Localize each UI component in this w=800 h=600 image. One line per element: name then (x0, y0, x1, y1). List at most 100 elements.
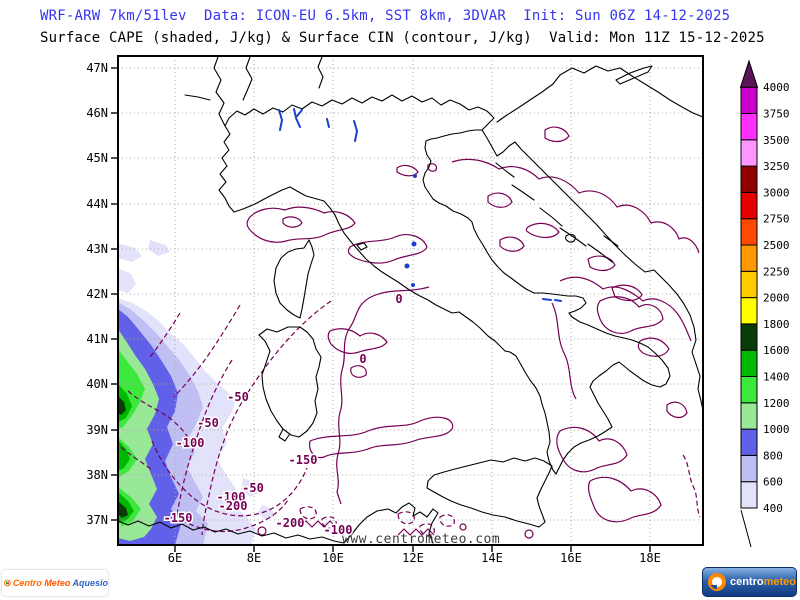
lake-balaton (615, 65, 653, 85)
colorbar-segment (740, 349, 758, 378)
model-title-line: WRF-ARW 7km/51lev Data: ICON-EU 6.5km, S… (40, 8, 731, 24)
lake-como (293, 108, 301, 128)
cin-contours-dashed (120, 300, 701, 536)
colorbar-segment (740, 454, 758, 483)
cin-contour-label: -100 (324, 523, 353, 537)
tunisia-coast (343, 502, 439, 544)
sardinia (258, 326, 322, 438)
cin-contour-label: -50 (242, 481, 264, 495)
colorbar-label: 600 (763, 476, 783, 489)
cape-shade-1600 (118, 396, 126, 415)
lat-label: 42N (86, 287, 108, 301)
colorbar-pointer-line (740, 509, 752, 548)
colorbar-segment (740, 428, 758, 456)
colorbar-label: 3500 (763, 134, 790, 147)
colorbar-segment (740, 113, 758, 141)
italy-coastline (233, 129, 671, 475)
sicily (426, 457, 553, 528)
france-border (213, 56, 226, 127)
lon-label: 8E (247, 551, 261, 565)
lon-label: 12E (402, 551, 424, 565)
map-area: -50-50-100-150-50-100-200-150 -200 -10000 … (118, 56, 703, 545)
centrometeo-logo[interactable]: centrometeo (702, 567, 797, 597)
lat-label: 43N (86, 242, 108, 256)
colorbar-segment (740, 323, 758, 351)
colorbar-segment (740, 191, 758, 220)
aquesio-logo-word: Aquesio (70, 578, 108, 588)
lat-label: 47N (86, 61, 108, 75)
cin-contour-label: -100 (217, 490, 246, 504)
colorbar-segment (740, 481, 758, 509)
lat-label: 38N (86, 468, 108, 482)
lon-label: 10E (322, 551, 344, 565)
lakes (278, 108, 562, 302)
colorbar-label: 1800 (763, 318, 790, 331)
aquesio-logo-icon (4, 579, 11, 587)
colorbar-segment (740, 402, 758, 430)
cin-contour-label: -200 (276, 516, 305, 530)
centro-meteo-aquesio-logo[interactable]: Centro Meteo Aquesio (2, 570, 108, 596)
colorbar-label: 1600 (763, 344, 790, 357)
lat-label: 45N (86, 151, 108, 165)
cin-contour-label: -150 (164, 511, 193, 525)
colorbar-segment (740, 244, 758, 272)
colorbar-label: 4000 (763, 81, 790, 94)
lake-trasimeno (411, 241, 417, 247)
elba (356, 242, 368, 251)
aquesio-logo-word: Centro (12, 578, 42, 588)
field-title-line: Surface CAPE (shaded, J/kg) & Surface CI… (40, 30, 765, 46)
alps-border (218, 94, 495, 213)
lon-label: 6E (168, 551, 182, 565)
colorbar-segment (740, 297, 758, 325)
coastlines (118, 56, 703, 544)
lat-label: 40N (86, 377, 108, 391)
colorbar-label: 1400 (763, 371, 790, 384)
colorbar-label: 400 (763, 502, 783, 515)
lake-garda (353, 120, 359, 142)
cin-contour-label: -150 (289, 453, 318, 467)
cin-contours-solid (246, 126, 700, 539)
grid-lines (118, 56, 703, 545)
colorbar-segment (740, 86, 758, 114)
lat-label: 39N (86, 423, 108, 437)
colorbar-label: 3000 (763, 186, 790, 199)
lake-iseo (326, 118, 330, 128)
colorbar-label: 1000 (763, 423, 790, 436)
axis-ticks-labels: 47N 46N 45N 44N 43N 42N 41N 40N 39N 38N 37N 6E 8E 10E… (86, 61, 661, 565)
colorbar-label: 800 (763, 449, 783, 462)
cin-contour-label: -50 (227, 390, 249, 404)
colorbar-segment (740, 270, 758, 299)
colorbar-label: 2500 (763, 239, 790, 252)
colorbar-label: 2750 (763, 213, 790, 226)
colorbar-label: 2000 (763, 292, 790, 305)
cin-contour-label: -200 (219, 499, 248, 513)
cin-contour-label: -50 (197, 416, 219, 430)
lon-label: 18E (639, 551, 661, 565)
colorbar: 400 600 800 1000 1200 1400 1600 1800 2000 2250 250… (739, 59, 790, 515)
colorbar-segment (740, 139, 758, 167)
map-frame (117, 55, 704, 546)
lake-bolsena (404, 263, 410, 269)
aquesio-logo-text: Centro Meteo Aquesio (13, 578, 108, 588)
lake-maggiore (278, 109, 284, 131)
colorbar-label: 1200 (763, 397, 790, 410)
lat-label: 44N (86, 197, 108, 211)
colorbar-segment (740, 218, 758, 246)
corsica (273, 239, 315, 319)
aquesio-logo-word: Meteo (41, 578, 71, 588)
cin-contour-label: 0 (359, 352, 366, 366)
colorbar-label: 3750 (763, 108, 790, 121)
centrometeo-logo-text: centrometeo (729, 576, 796, 588)
colorbar-segment (740, 376, 758, 404)
centrometeo-logo-icon (707, 573, 726, 591)
colorbar-label: 3250 (763, 160, 790, 173)
africa-coast (118, 520, 345, 544)
lat-label: 46N (86, 106, 108, 120)
colorbar-segment (740, 165, 758, 193)
cin-contour-label: 0 (395, 292, 402, 306)
lat-label: 41N (86, 332, 108, 346)
colorbar-label: 2250 (763, 265, 790, 278)
